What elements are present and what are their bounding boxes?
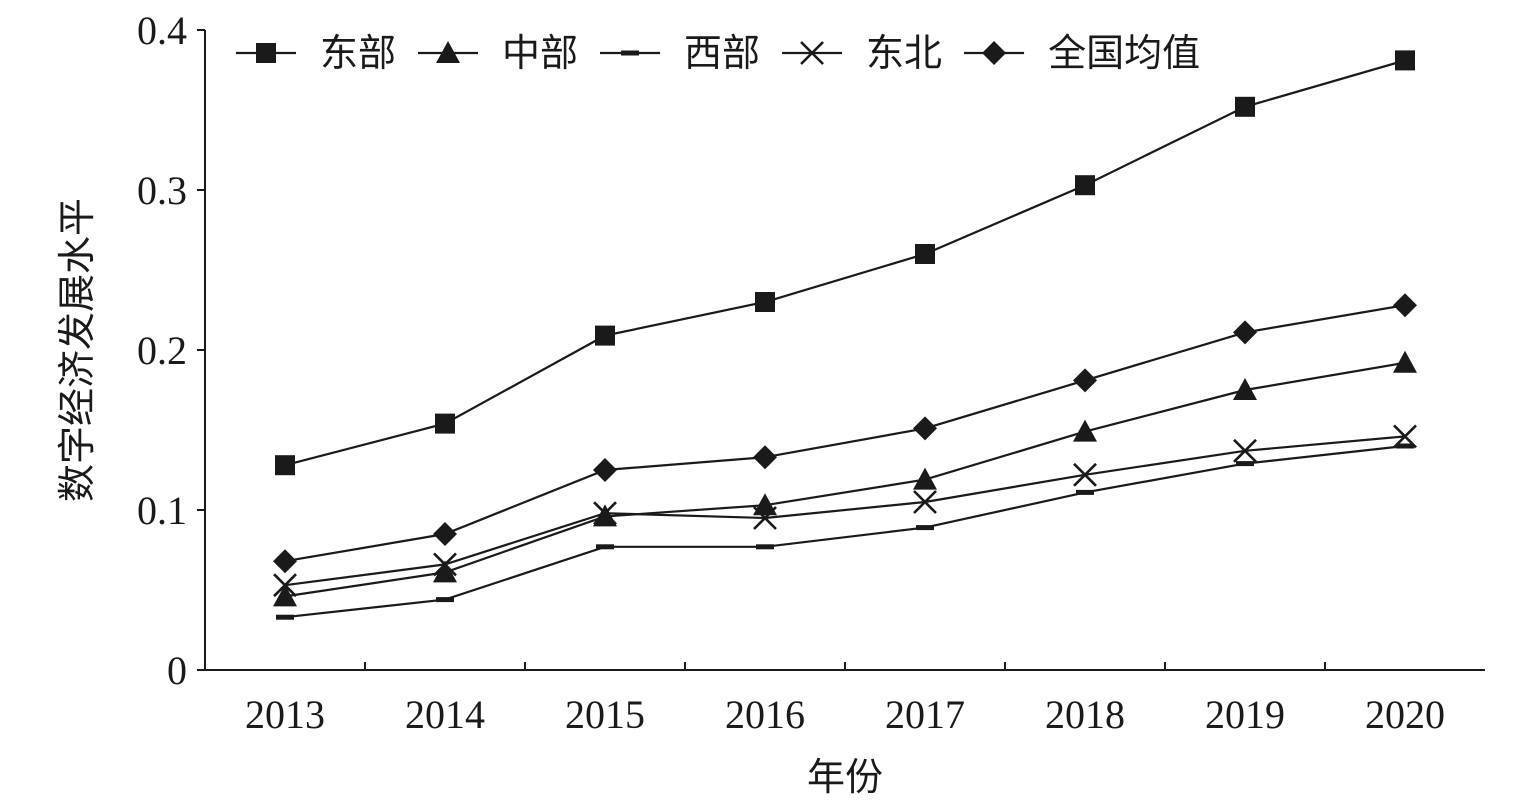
data-point-marker bbox=[1233, 320, 1257, 345]
data-point-marker bbox=[753, 445, 777, 470]
x-tick-label: 2013 bbox=[245, 692, 325, 737]
x-tick-label: 2014 bbox=[405, 692, 485, 737]
series-line bbox=[284, 304, 1406, 563]
data-point-marker bbox=[596, 544, 614, 550]
data-point-marker bbox=[433, 522, 457, 546]
data-point-marker bbox=[595, 325, 615, 346]
data-point-marker bbox=[593, 501, 617, 526]
series-line bbox=[284, 435, 1406, 587]
y-tick-label: 0.4 bbox=[137, 8, 187, 53]
data-point-marker bbox=[753, 493, 777, 516]
legend-item-4: 东北 bbox=[782, 31, 942, 75]
data-point-marker bbox=[753, 506, 777, 530]
legend-item-5: 全国均值 bbox=[964, 31, 1200, 75]
axes bbox=[204, 30, 1485, 671]
data-point-marker bbox=[1075, 175, 1095, 196]
series-layer bbox=[273, 50, 1417, 620]
data-point-marker bbox=[1073, 419, 1097, 442]
x-tick-label: 2020 bbox=[1365, 692, 1445, 737]
data-point-marker bbox=[436, 597, 454, 603]
data-point-marker bbox=[1073, 462, 1097, 487]
series-3 bbox=[276, 443, 1414, 620]
data-point-marker bbox=[433, 552, 457, 577]
legend-item-1: 东部 bbox=[236, 31, 396, 75]
data-point-marker bbox=[755, 292, 775, 312]
series-5 bbox=[273, 293, 1417, 574]
x-ticks: 2013 2014 2015 2016 2017 2018 2019 2020 bbox=[245, 662, 1445, 737]
legend-marker bbox=[256, 43, 276, 63]
data-point-marker bbox=[913, 467, 937, 490]
series-line bbox=[284, 444, 1406, 619]
legend-label: 西部 bbox=[684, 31, 760, 75]
series-line bbox=[284, 59, 1406, 467]
data-point-marker bbox=[275, 455, 295, 476]
legend-marker bbox=[982, 41, 1007, 65]
legend: 东部 中部 西部 东北 全国均值 bbox=[236, 31, 1200, 75]
x-tick-label: 2016 bbox=[725, 692, 805, 737]
y-tick-label: 0.3 bbox=[137, 168, 187, 213]
legend-marker bbox=[621, 50, 640, 56]
y-tick-label: 0 bbox=[167, 648, 187, 693]
y-axis-title: 数字经济发展水平 bbox=[55, 198, 99, 502]
series-line bbox=[284, 361, 1406, 598]
data-point-marker bbox=[913, 490, 937, 514]
data-point-marker bbox=[273, 584, 297, 607]
data-point-marker bbox=[1393, 293, 1417, 318]
x-tick-label: 2015 bbox=[565, 692, 645, 737]
y-ticks: 0 0.1 0.2 0.3 0.4 bbox=[137, 8, 205, 693]
legend-label: 中部 bbox=[502, 31, 578, 75]
series-4 bbox=[273, 424, 1417, 598]
data-point-marker bbox=[756, 544, 774, 550]
x-tick-label: 2019 bbox=[1205, 692, 1285, 737]
series-1 bbox=[275, 50, 1415, 476]
data-point-marker bbox=[593, 458, 617, 482]
series-2 bbox=[273, 350, 1417, 607]
data-point-marker bbox=[916, 525, 934, 531]
data-point-marker bbox=[1393, 424, 1417, 449]
data-point-marker bbox=[1393, 350, 1417, 373]
data-point-marker bbox=[1233, 378, 1257, 400]
legend-marker bbox=[436, 41, 461, 63]
data-point-marker bbox=[1236, 461, 1254, 467]
legend-item-2: 中部 bbox=[418, 31, 578, 75]
y-tick-label: 0.2 bbox=[137, 328, 187, 373]
data-point-marker bbox=[1233, 438, 1257, 463]
data-point-marker bbox=[435, 413, 455, 434]
legend-label: 东部 bbox=[320, 31, 396, 75]
data-point-marker bbox=[915, 244, 935, 264]
data-point-marker bbox=[273, 549, 297, 574]
data-point-marker bbox=[1395, 50, 1415, 71]
data-point-marker bbox=[276, 614, 294, 620]
data-point-marker bbox=[1076, 489, 1094, 495]
data-point-marker bbox=[1396, 443, 1414, 449]
legend-item-3: 西部 bbox=[600, 31, 760, 75]
x-tick-label: 2018 bbox=[1045, 692, 1125, 737]
legend-label: 全国均值 bbox=[1048, 31, 1200, 75]
legend-marker bbox=[800, 41, 824, 65]
x-axis-title: 年份 bbox=[807, 755, 883, 799]
data-point-marker bbox=[1235, 96, 1255, 117]
y-tick-label: 0.1 bbox=[137, 488, 187, 533]
data-point-marker bbox=[1073, 368, 1097, 393]
data-point-marker bbox=[273, 573, 297, 598]
data-point-marker bbox=[433, 560, 457, 583]
x-tick-label: 2017 bbox=[885, 692, 965, 737]
data-point-marker bbox=[913, 416, 937, 441]
legend-label: 东北 bbox=[866, 31, 942, 75]
